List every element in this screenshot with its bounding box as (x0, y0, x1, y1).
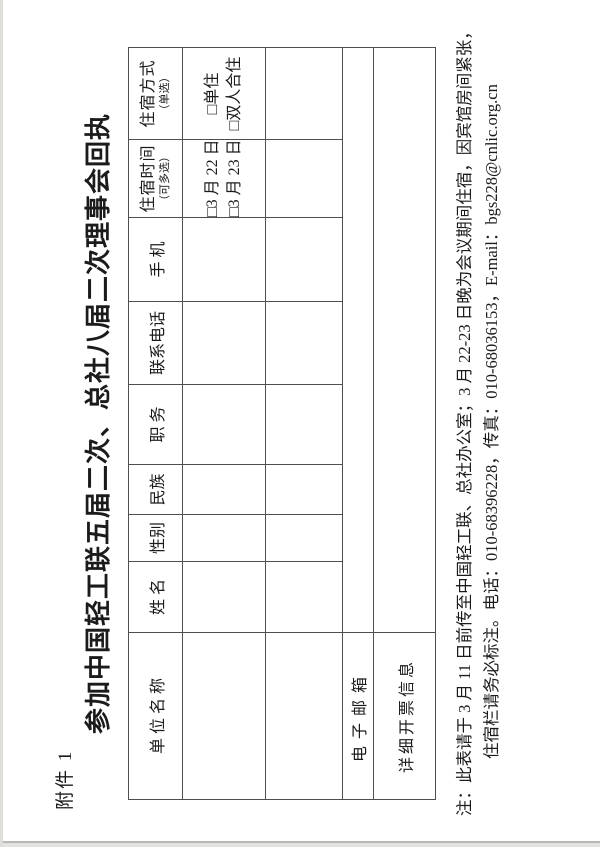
reply-form-table: 单 位 名 称 姓 名 性别 民族 职 务 联系电话 手 机 住宿时间 （可多选… (128, 47, 436, 800)
header-stay-mode: 住宿方式 （单选） (128, 47, 183, 140)
header-stay-mode-sub: （单选） (159, 71, 171, 116)
header-row: 单 位 名 称 姓 名 性别 民族 职 务 联系电话 手 机 住宿时间 （可多选… (128, 47, 183, 800)
cell-unit-name (182, 632, 266, 800)
page-title: 参加中国轻工联五届二次、总社八届二次理事会回执 (83, 113, 113, 735)
header-stay-time: 住宿时间 （可多选） (128, 139, 183, 218)
cell-phone (265, 301, 343, 385)
cell-unit-name (265, 632, 343, 800)
data-row-2 (265, 47, 343, 800)
header-ethnicity: 民族 (128, 464, 183, 515)
scan-edge-shadow (0, 843, 600, 847)
cell-ethnicity (265, 464, 343, 515)
invoice-row: 详细开票信息 (373, 47, 436, 800)
cell-phone (182, 301, 266, 385)
header-mobile: 手 机 (128, 217, 183, 302)
cell-gender (182, 514, 266, 562)
email-row: 电子邮箱 (342, 47, 374, 800)
cell-stay-time (265, 139, 343, 218)
cell-stay-time-options: □3 月 22 日 □3 月 23 日 (182, 139, 266, 218)
checkbox-option-mar23: □3 月 23 日 (226, 139, 243, 218)
cell-position (265, 384, 343, 465)
header-unit-name: 单 位 名 称 (128, 632, 183, 800)
scan-edge-left (0, 0, 3, 847)
checkbox-option-mar22: □3 月 22 日 (204, 139, 221, 218)
cell-stay-mode-options: □单住 □双人合住 (182, 47, 266, 140)
header-phone: 联系电话 (128, 301, 183, 385)
cell-name (182, 561, 266, 633)
checkbox-option-single: □单住 (204, 72, 221, 115)
cell-invoice-value (373, 47, 436, 633)
cell-mobile (265, 217, 343, 302)
data-row-1: □3 月 22 日 □3 月 23 日 □单住 □双人合住 (182, 47, 266, 800)
header-stay-time-main: 住宿时间 (140, 144, 157, 213)
cell-name (265, 561, 343, 633)
cell-stay-mode (265, 47, 343, 140)
cell-position (182, 384, 266, 465)
cell-email-value (342, 47, 374, 633)
invoice-row-label: 详细开票信息 (373, 632, 436, 800)
header-gender: 性别 (128, 514, 183, 562)
header-position: 职 务 (128, 384, 183, 465)
email-row-label: 电子邮箱 (342, 632, 374, 800)
attachment-label: 附件 1 (55, 749, 76, 810)
header-name: 姓 名 (128, 561, 183, 633)
cell-mobile (182, 217, 266, 302)
cell-ethnicity (182, 464, 266, 515)
footnote-line-1: 注：此表请于 3 月 11 日前传至中国轻工联、总社办公室；3 月 22-23 … (455, 23, 474, 816)
footnote-line-2: 住宿栏请务必标注。电话：010-68396228，传真：010-68036153… (482, 84, 501, 759)
checkbox-option-shared: □双人合住 (226, 56, 243, 131)
scan-edge-bottom (0, 841, 600, 843)
header-stay-time-sub: （可多选） (159, 151, 171, 206)
footnote: 注：此表请于 3 月 11 日前传至中国轻工联、总社办公室；3 月 22-23 … (451, 16, 505, 816)
header-stay-mode-main: 住宿方式 (140, 59, 157, 128)
cell-gender (265, 514, 343, 562)
